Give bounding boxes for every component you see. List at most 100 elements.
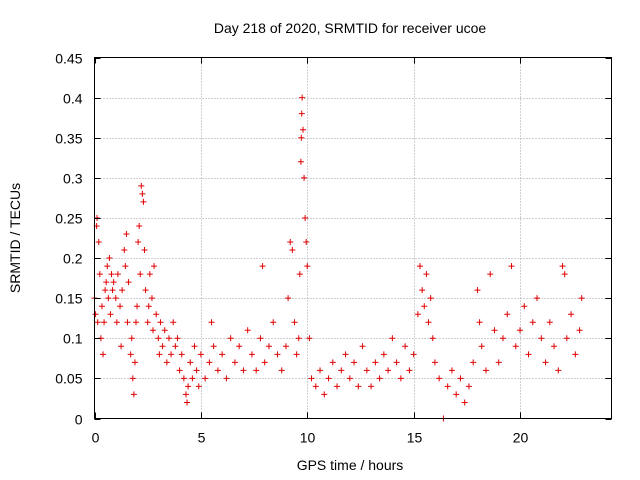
data-point <box>178 351 185 358</box>
data-point <box>270 319 277 326</box>
data-point <box>138 182 145 189</box>
data-point <box>151 263 158 270</box>
y-tick-label: 0.4 <box>63 91 83 107</box>
data-point <box>265 343 272 350</box>
data-point <box>132 319 139 326</box>
data-point <box>512 343 519 350</box>
data-point <box>453 391 460 398</box>
data-point <box>425 319 432 326</box>
data-point <box>542 359 549 366</box>
data-point <box>182 391 189 398</box>
data-point <box>274 351 281 358</box>
data-point <box>135 239 142 246</box>
y-tick-label: 0 <box>75 412 83 428</box>
data-point <box>103 279 110 286</box>
y-tick-label: 0.25 <box>55 211 82 227</box>
data-point <box>131 359 138 366</box>
data-point <box>482 367 489 374</box>
data-point <box>96 271 103 278</box>
data-point <box>578 295 585 302</box>
data-point <box>302 214 309 221</box>
data-point <box>300 126 307 133</box>
data-point <box>561 271 568 278</box>
data-point <box>104 263 111 270</box>
data-point <box>197 351 204 358</box>
data-point <box>534 295 541 302</box>
data-point <box>172 343 179 350</box>
y-tick-label: 0.45 <box>55 51 82 67</box>
data-point <box>559 263 566 270</box>
data-point <box>146 271 153 278</box>
data-point <box>159 343 166 350</box>
data-point <box>214 367 221 374</box>
data-point <box>298 134 305 141</box>
data-point <box>142 287 149 294</box>
data-point <box>359 343 366 350</box>
data-point <box>476 319 483 326</box>
data-point <box>130 391 137 398</box>
data-point <box>257 335 264 342</box>
data-point <box>165 335 172 342</box>
data-point <box>102 287 109 294</box>
data-point <box>325 375 332 382</box>
x-tick-label: 10 <box>300 430 316 446</box>
data-point <box>376 375 383 382</box>
data-point <box>140 198 147 205</box>
data-point <box>202 375 209 382</box>
data-point <box>244 327 251 334</box>
data-point <box>150 327 157 334</box>
data-point <box>338 367 345 374</box>
data-point <box>576 327 583 334</box>
data-point <box>312 383 319 390</box>
data-point <box>321 391 328 398</box>
data-point <box>223 375 230 382</box>
data-point <box>128 335 135 342</box>
y-tick-label: 0.35 <box>55 131 82 147</box>
y-axis-title: SRMTID / TECUs <box>7 183 23 293</box>
data-point <box>185 383 192 390</box>
data-point <box>236 343 243 350</box>
data-point <box>487 271 494 278</box>
data-point <box>478 343 485 350</box>
data-point <box>297 158 304 165</box>
data-point <box>491 327 498 334</box>
data-point <box>410 351 417 358</box>
data-point <box>134 303 141 310</box>
data-point <box>529 319 536 326</box>
data-point <box>397 375 404 382</box>
data-point <box>342 351 349 358</box>
x-tick-label: 15 <box>407 430 423 446</box>
x-tick-label: 20 <box>513 430 529 446</box>
data-point <box>127 351 134 358</box>
data-point <box>174 335 181 342</box>
data-point <box>393 359 400 366</box>
data-point <box>461 399 468 406</box>
data-point <box>421 303 428 310</box>
data-point <box>157 319 164 326</box>
data-point <box>385 367 392 374</box>
data-point <box>287 239 294 246</box>
data-point <box>278 367 285 374</box>
x-tick-label: 5 <box>198 430 206 446</box>
data-point <box>419 287 426 294</box>
data-point <box>465 383 472 390</box>
data-point <box>436 375 443 382</box>
data-point <box>113 319 120 326</box>
data-point <box>208 319 215 326</box>
data-point <box>423 271 430 278</box>
grid-layer <box>94 57 612 419</box>
data-point <box>114 271 121 278</box>
data-point <box>508 263 515 270</box>
data-point <box>110 279 117 286</box>
data-point <box>372 359 379 366</box>
data-point <box>355 383 362 390</box>
data-point <box>137 271 144 278</box>
data-point <box>259 263 266 270</box>
x-tick-label: 0 <box>92 430 100 446</box>
data-point <box>210 343 217 350</box>
data-point <box>94 319 101 326</box>
data-point <box>380 351 387 358</box>
data-point <box>144 319 151 326</box>
